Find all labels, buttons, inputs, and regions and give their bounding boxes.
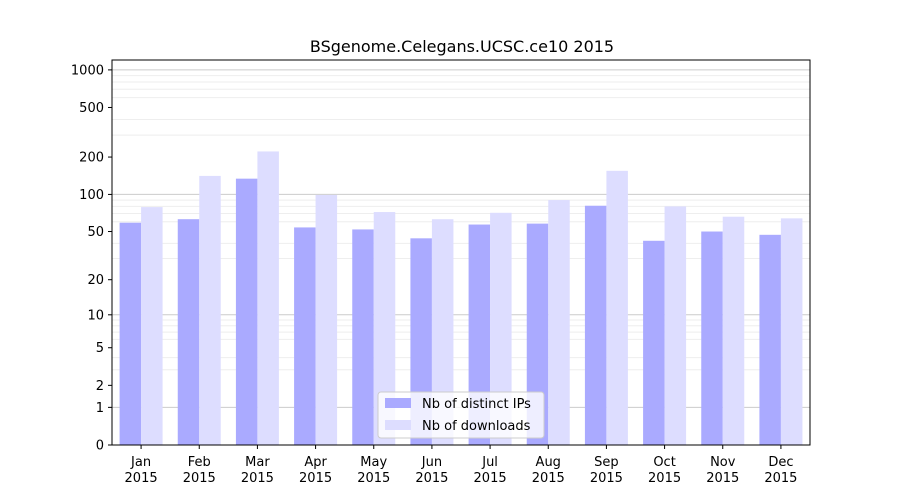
bar — [352, 229, 374, 445]
chart-title: BSgenome.Celegans.UCSC.ce10 2015 — [310, 37, 614, 56]
bar — [177, 219, 200, 445]
x-axis: Jan 2015 Feb 2015 Mar 2015 Apr 2015 May 2015 Jun 20… — [125, 445, 797, 486]
y-tick-label: 200 — [79, 151, 104, 166]
y-axis: 0 1 2 5 10 20 50 100 200 500 1000 — [71, 63, 112, 454]
legend-box — [377, 391, 545, 439]
y-tick-label: 2 — [96, 379, 104, 394]
y-tick-label: 1 — [96, 401, 104, 416]
bar — [780, 218, 803, 445]
x-tick-label: May 2015 — [357, 455, 390, 486]
bar — [701, 231, 723, 445]
legend-label-downloads: Nb of downloads — [422, 419, 531, 434]
bar — [119, 222, 142, 445]
x-tick-label: Apr 2015 — [299, 455, 332, 486]
bar — [664, 206, 687, 445]
bar — [526, 223, 549, 445]
bar — [257, 151, 279, 445]
bar — [235, 178, 258, 445]
bar — [294, 227, 316, 445]
x-tick-label: Aug 2015 — [532, 455, 565, 486]
x-tick-label: Oct 2015 — [648, 455, 681, 486]
x-tick-label: Jan 2015 — [125, 455, 158, 486]
x-tick-label: Sep 2015 — [590, 455, 623, 486]
y-tick-label: 5 — [96, 341, 104, 356]
grid-lines — [112, 69, 810, 408]
bar — [606, 170, 628, 446]
y-tick-label: 100 — [79, 188, 104, 203]
bar — [759, 234, 781, 445]
bar — [468, 224, 491, 445]
bar — [643, 240, 665, 445]
x-tick-label: Jul 2015 — [474, 455, 507, 486]
y-tick-label: 0 — [96, 439, 104, 454]
x-tick-label: Mar 2015 — [241, 455, 274, 486]
plot-frame — [111, 59, 811, 446]
y-tick-label: 20 — [87, 273, 104, 288]
x-tick-label: Nov 2015 — [706, 455, 739, 486]
y-tick-label: 1000 — [71, 63, 104, 78]
bars — [119, 151, 803, 446]
x-tick-label: Dec 2015 — [764, 455, 797, 486]
legend-swatch-downloads — [385, 420, 411, 430]
bar — [373, 212, 396, 445]
x-tick-label: Jun 2015 — [415, 455, 448, 486]
bar — [584, 205, 607, 445]
bar — [722, 216, 745, 445]
x-tick-label: Feb 2015 — [183, 455, 216, 486]
y-tick-label: 500 — [79, 101, 104, 116]
legend-label-distinct-ips: Nb of distinct IPs — [422, 397, 531, 412]
legend-swatch-distinct-ips — [385, 398, 411, 408]
y-tick-label: 50 — [87, 225, 104, 240]
legend: Nb of distinct IPs Nb of downloads — [377, 391, 545, 439]
bar — [141, 207, 163, 445]
y-tick-label: 10 — [87, 308, 104, 323]
bar — [431, 219, 454, 445]
bar — [315, 194, 338, 445]
bar — [199, 175, 221, 446]
bar — [490, 212, 512, 445]
bar — [548, 200, 570, 445]
